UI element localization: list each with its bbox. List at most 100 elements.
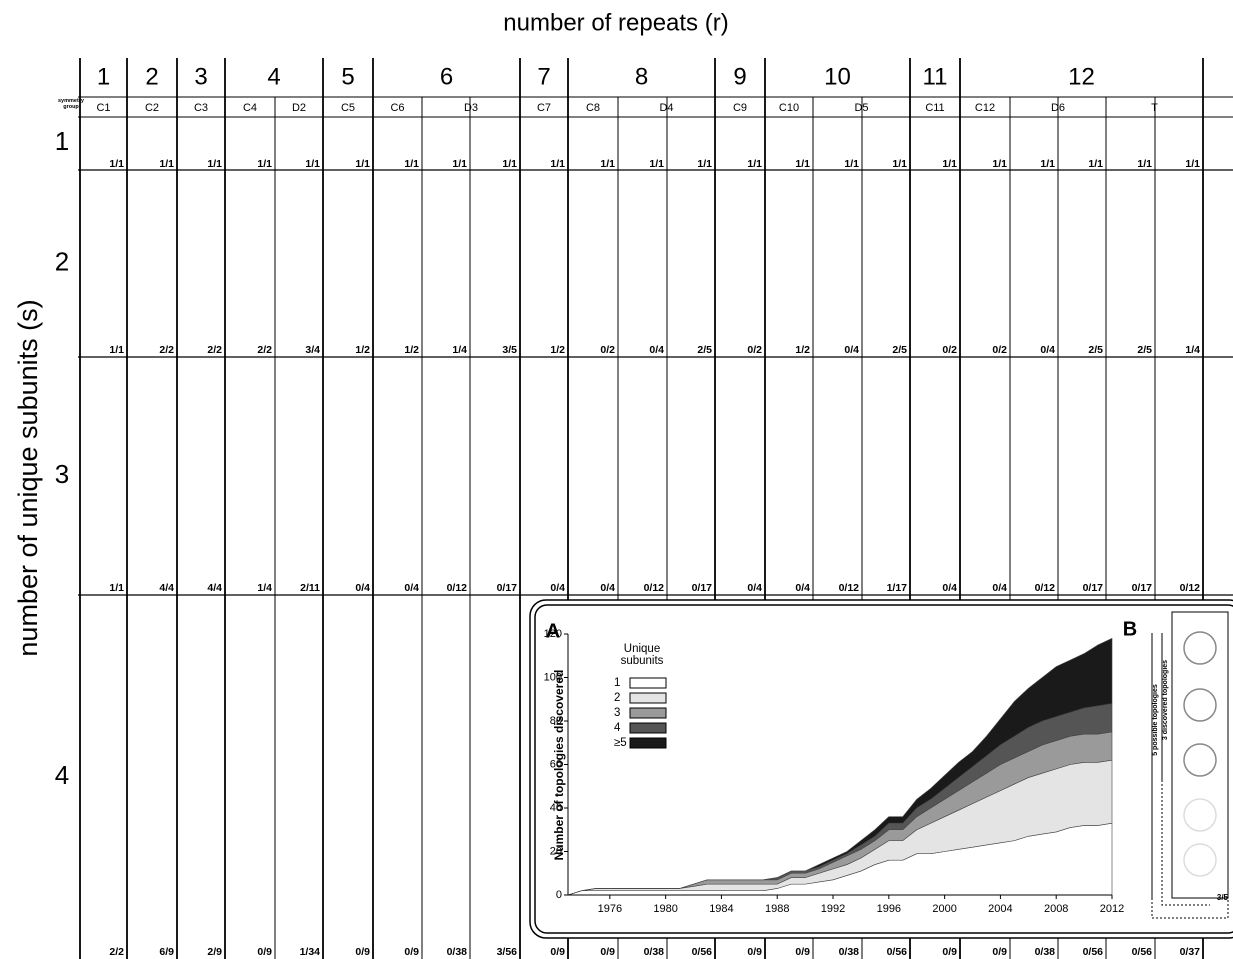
cell-fraction: 0/2 (942, 344, 957, 356)
cell-fraction: 0/12 (839, 582, 860, 594)
cell-fraction: 0/9 (600, 946, 615, 958)
symmetry-group: C3 (194, 102, 208, 114)
cell-fraction: 0/56 (1132, 946, 1153, 958)
y-axis-label: Number of topologies discovered (552, 670, 566, 861)
cell-fraction: 3/4 (305, 344, 320, 356)
cell-fraction: 1/1 (747, 158, 762, 170)
cell-fraction: 0/38 (644, 946, 665, 958)
symmetry-group: D4 (659, 102, 673, 114)
cell-fraction: 0/4 (844, 344, 859, 356)
cell-fraction: 0/9 (355, 946, 370, 958)
cell-fraction: 1/1 (942, 158, 957, 170)
repeat-header: 4 (267, 63, 280, 90)
legend-label: 2 (614, 692, 620, 704)
cell-fraction: 1/2 (355, 344, 370, 356)
cell-fraction: 1/1 (697, 158, 712, 170)
cell-fraction: 1/4 (257, 582, 272, 594)
cell-fraction: 0/4 (355, 582, 370, 594)
panel-b-discovered: 3 discovered topologies (1162, 660, 1169, 740)
cell-fraction: 0/4 (747, 582, 762, 594)
y-tick-label: 0 (556, 889, 562, 901)
cell-fraction: 1/1 (649, 158, 664, 170)
x-tick-label: 1980 (653, 903, 677, 915)
legend-swatch (630, 693, 666, 703)
cell-fraction: 0/17 (692, 582, 713, 594)
cell-fraction: 2/2 (109, 946, 124, 958)
cell-fraction: 0/9 (550, 946, 565, 958)
table-figure: number of repeats (r) number of unique s… (0, 0, 1233, 959)
symmetry-group: C1 (96, 102, 110, 114)
legend-label: ≥5 (614, 737, 627, 749)
cell-fraction: 0/56 (887, 946, 908, 958)
cell-fraction: 4/4 (159, 582, 174, 594)
cell-fraction: 1/1 (159, 158, 174, 170)
symmetry-group: C8 (586, 102, 600, 114)
cell-fraction: 0/9 (747, 946, 762, 958)
symmetry-group: C9 (733, 102, 747, 114)
cell-fraction: 0/38 (839, 946, 860, 958)
cell-fraction: 2/5 (1088, 344, 1103, 356)
legend-swatch (630, 723, 666, 733)
repeat-header: 7 (537, 63, 550, 90)
cell-fraction: 1/1 (795, 158, 810, 170)
symmetry-group: C6 (390, 102, 404, 114)
cell-fraction: 2/11 (300, 582, 320, 594)
x-tick-label: 1984 (709, 903, 733, 915)
repeat-header: 3 (194, 63, 207, 90)
cell-fraction: 0/2 (747, 344, 762, 356)
x-tick-label: 1996 (877, 903, 901, 915)
cell-fraction: 0/4 (550, 582, 565, 594)
cell-fraction: 2/2 (207, 344, 222, 356)
cell-fraction: 0/37 (1180, 946, 1201, 958)
y-axis-title: number of unique subunits (s) (13, 299, 43, 656)
cell-fraction: 1/1 (992, 158, 1007, 170)
cell-fraction: 0/4 (649, 344, 664, 356)
cell-fraction: 0/56 (1083, 946, 1104, 958)
symmetry-group: C12 (975, 102, 995, 114)
cell-fraction: 0/17 (1132, 582, 1153, 594)
cell-fraction: 1/1 (109, 582, 124, 594)
cell-fraction: 1/2 (550, 344, 565, 356)
legend-title: Unique subunits (612, 644, 672, 667)
cell-fraction: 4/4 (207, 582, 222, 594)
legend-swatch (630, 678, 666, 688)
symmetry-group: D2 (292, 102, 306, 114)
cell-fraction: 0/38 (1035, 946, 1056, 958)
cell-fraction: 1/1 (109, 344, 124, 356)
cell-fraction: 0/4 (992, 582, 1007, 594)
cell-fraction: 1/2 (795, 344, 810, 356)
cell-fraction: 0/12 (644, 582, 665, 594)
cell-fraction: 0/9 (404, 946, 419, 958)
legend-label: 3 (614, 707, 620, 719)
legend-label: 4 (614, 722, 621, 734)
symmetry-group: C11 (925, 102, 944, 114)
repeat-header: 5 (341, 63, 354, 90)
symmetry-group: T (1151, 102, 1158, 114)
cell-fraction: 1/1 (550, 158, 565, 170)
cell-fraction: 0/12 (1035, 582, 1056, 594)
cell-fraction: 1/1 (1185, 158, 1200, 170)
cell-fraction: 0/9 (942, 946, 957, 958)
symmetry-group: C10 (779, 102, 799, 114)
repeat-header: 11 (923, 63, 948, 90)
cell-fraction: 1/1 (502, 158, 517, 170)
cell-fraction: 2/5 (1137, 344, 1152, 356)
x-tick-label: 1976 (598, 903, 622, 915)
figure: number of repeats (r) number of unique s… (0, 0, 1233, 959)
cell-fraction: 0/2 (992, 344, 1007, 356)
cell-fraction: 6/9 (159, 946, 174, 958)
cell-fraction: 0/4 (1040, 344, 1055, 356)
symmetry-group: D6 (1051, 102, 1065, 114)
cell-fraction: 0/4 (600, 582, 615, 594)
symmetry-group: C7 (537, 102, 551, 114)
x-tick-label: 2012 (1100, 903, 1124, 915)
cell-fraction: 1/1 (305, 158, 320, 170)
cell-fraction: 1/1 (452, 158, 467, 170)
cell-fraction: 1/1 (844, 158, 859, 170)
cell-fraction: 2/2 (159, 344, 174, 356)
y-tick-label: 120 (544, 628, 562, 640)
repeat-header: 8 (635, 63, 648, 90)
cell-fraction: 1/1 (404, 158, 419, 170)
cell-fraction: 0/17 (497, 582, 518, 594)
x-axis-title: number of repeats (r) (503, 9, 728, 36)
